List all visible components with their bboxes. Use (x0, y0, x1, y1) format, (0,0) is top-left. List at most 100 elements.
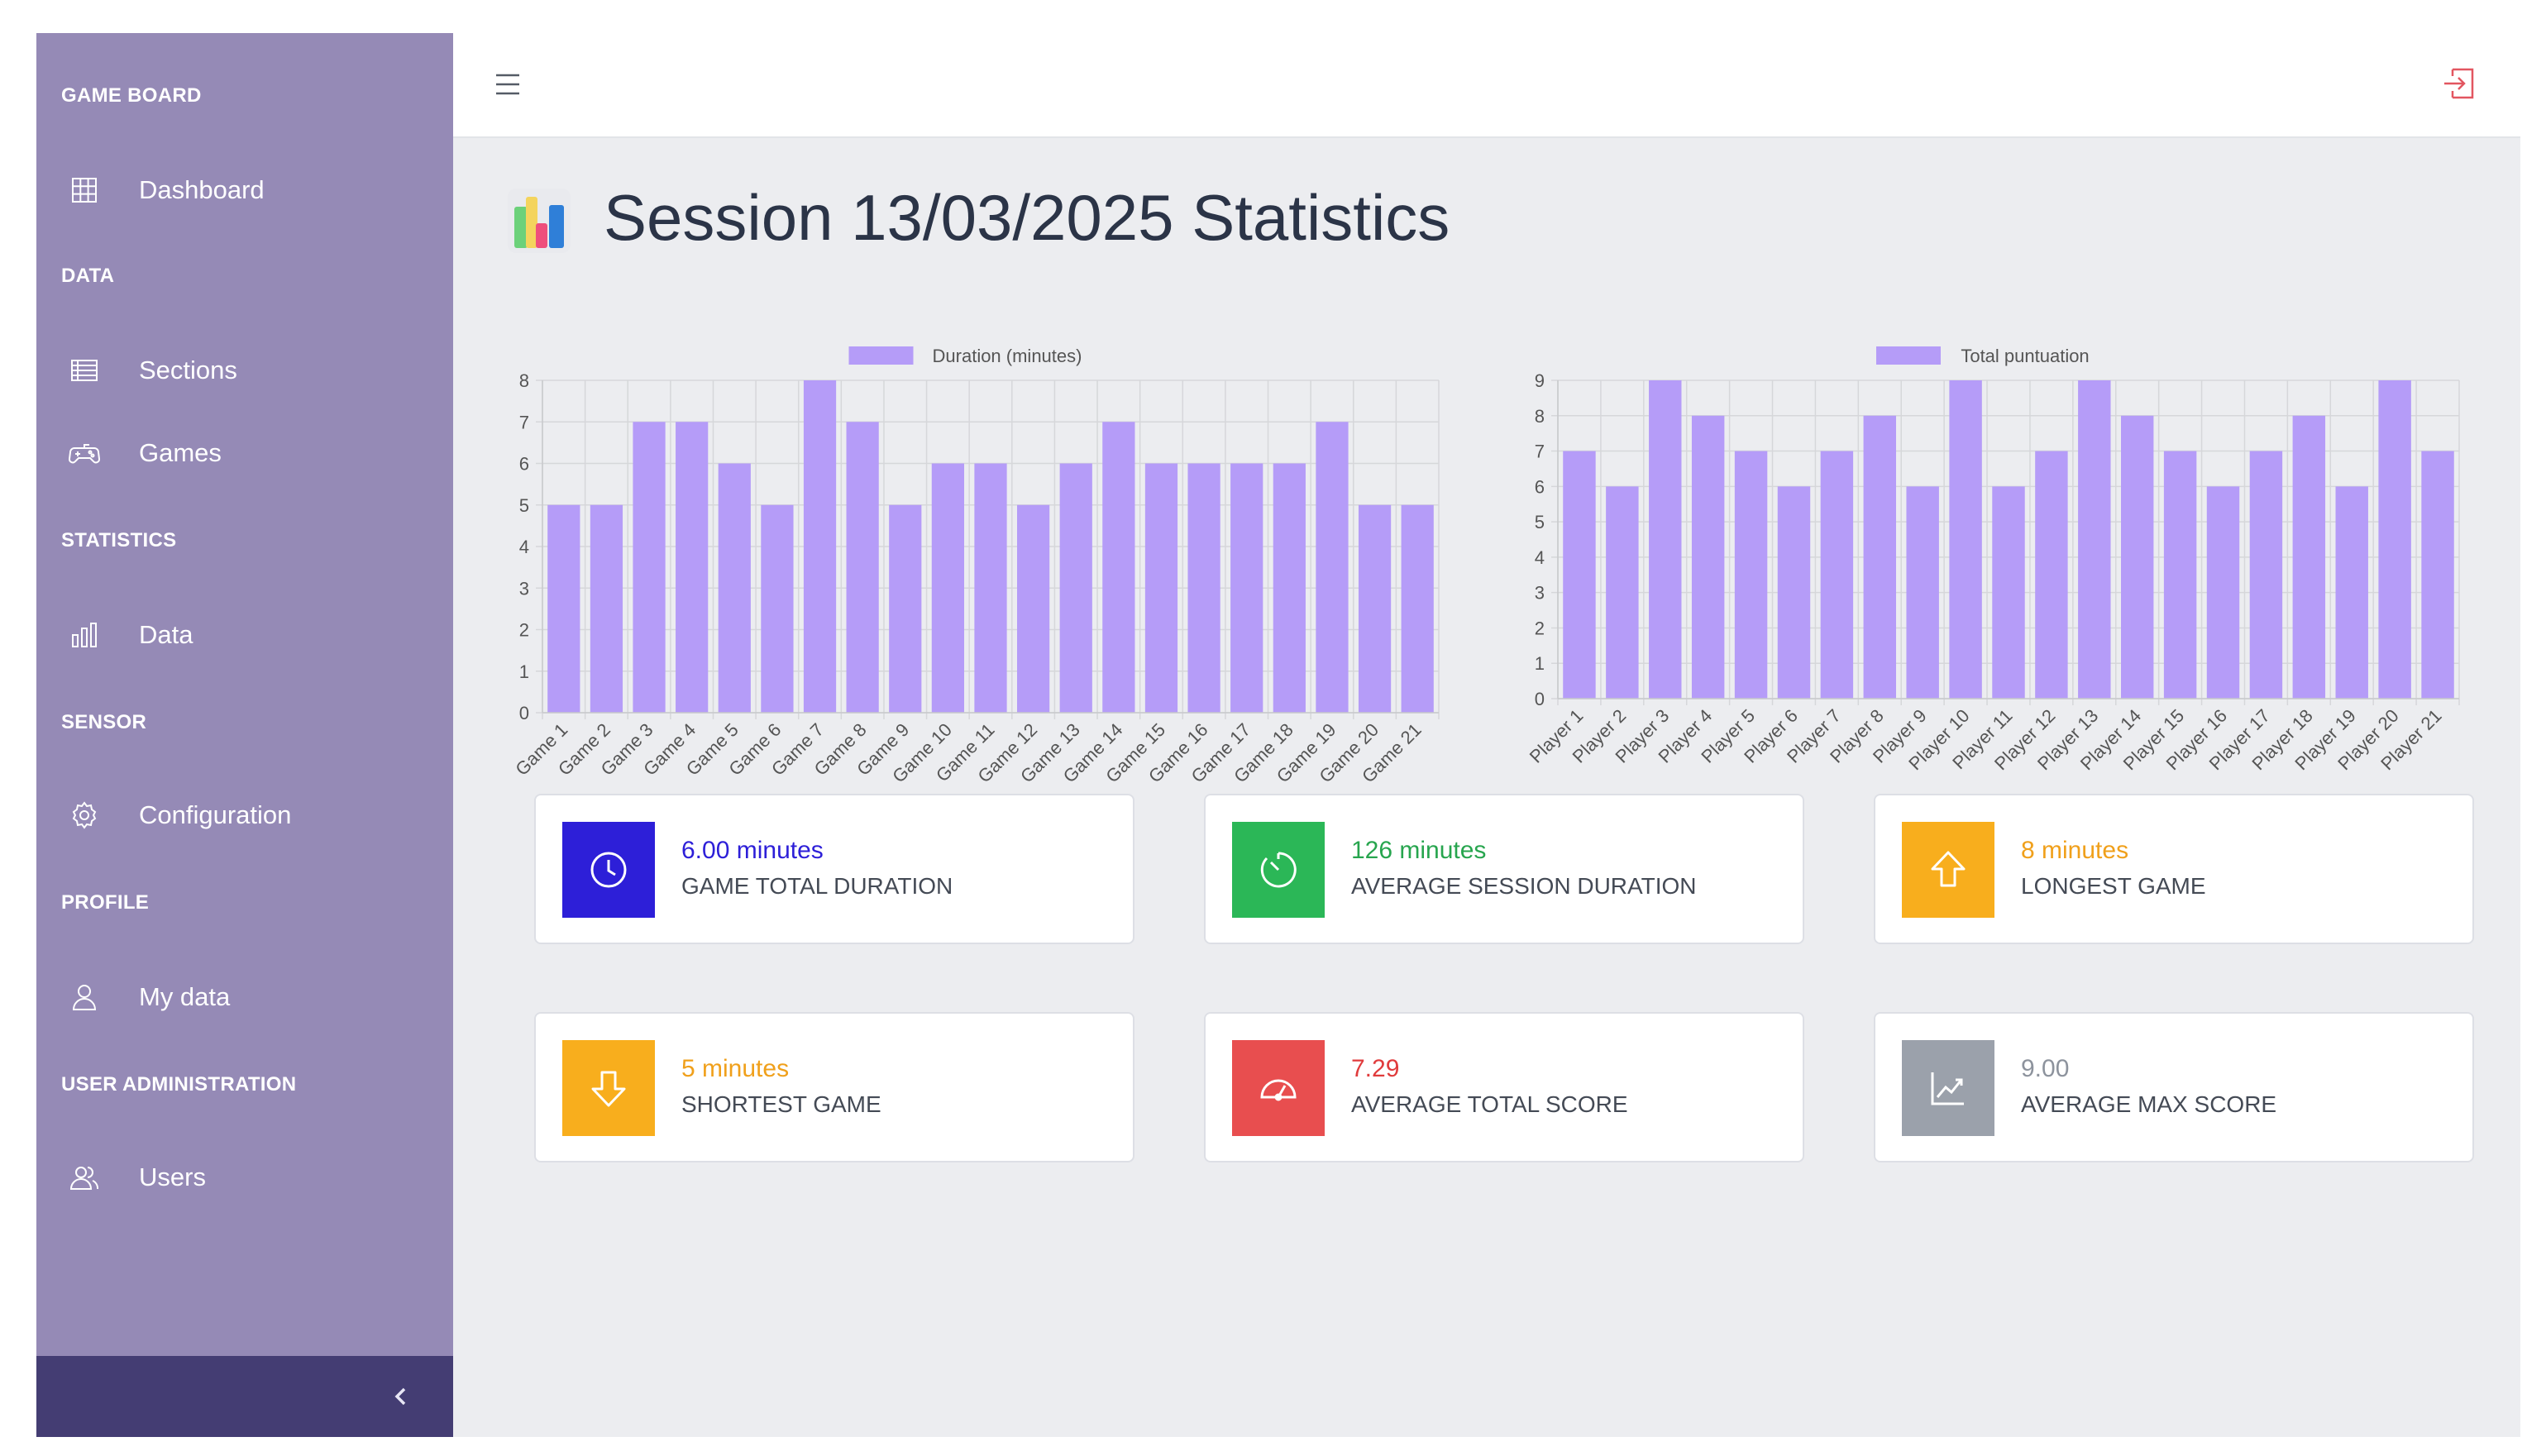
y-tick-label: 2 (1535, 618, 1545, 638)
sidebar-item-users[interactable]: Users (36, 1146, 453, 1209)
sidebar-item-dashboard[interactable]: Dashboard (36, 159, 453, 222)
bar (1102, 422, 1135, 713)
sidebar-section-title-user-administration: USER ADMINISTRATION (61, 1073, 297, 1096)
bar (2378, 380, 2411, 699)
bar (1316, 422, 1349, 713)
chart-legend-label: Total puntuation (1961, 346, 2089, 366)
bar-chart-color-icon (506, 187, 572, 255)
sidebar-item-label: My data (139, 982, 231, 1011)
bar (1691, 415, 1725, 699)
bar-chart-icon (68, 618, 101, 652)
y-tick-label: 8 (519, 370, 529, 391)
sidebar-section-title-profile: PROFILE (61, 891, 150, 914)
bar (1777, 486, 1811, 699)
sidebar-item-label: Games (139, 438, 222, 467)
bar (2292, 415, 2326, 699)
bar (2249, 451, 2283, 699)
stat-label: SHORTEST GAME (681, 1091, 881, 1117)
puntuation-bar-chart: Total puntuation 0 1 2 3 4 5 6 7 8 9 Player 1 Player… (1517, 302, 2509, 798)
stat-card-average-max-score: 9.00 AVERAGE MAX SCORE (1874, 1012, 2474, 1162)
sidebar-item-label: Users (139, 1162, 206, 1191)
sidebar-section-title-statistics: STATISTICS (61, 529, 177, 551)
page-title: Session 13/03/2025 Statistics (604, 181, 1450, 254)
stat-value: 7.29 (1351, 1055, 1400, 1082)
y-tick-label: 9 (1535, 370, 1545, 391)
bar (718, 463, 751, 713)
arrow-up-icon (1902, 822, 1994, 918)
topbar (453, 33, 2520, 138)
sidebar-item-label: Dashboard (139, 175, 265, 204)
stat-card-longest-game: 8 minutes LONGEST GAME (1874, 794, 2474, 944)
bar (974, 463, 1007, 713)
bar (803, 380, 837, 713)
bar (2035, 451, 2068, 699)
app-shell: GAME BOARD Dashboard DATA Sections Games… (36, 33, 2520, 1437)
y-tick-label: 6 (519, 454, 529, 475)
bar (2120, 415, 2154, 699)
y-tick-label: 4 (519, 537, 529, 557)
trend-chart-icon (1902, 1040, 1994, 1136)
stat-card-game-total-duration: 6.00 minutes GAME TOTAL DURATION (534, 794, 1134, 944)
sidebar: GAME BOARD Dashboard DATA Sections Games… (36, 33, 453, 1437)
chart-legend-label: Duration (minutes) (933, 346, 1082, 366)
y-tick-label: 1 (519, 661, 529, 682)
stat-label: GAME TOTAL DURATION (681, 873, 953, 899)
bar (1820, 451, 1854, 699)
bar (889, 504, 922, 713)
chart-legend-swatch (1876, 346, 1941, 365)
bar (1949, 380, 1982, 699)
stat-label: LONGEST GAME (2021, 873, 2206, 899)
bar (2421, 451, 2454, 699)
bar (2163, 451, 2197, 699)
stat-value: 9.00 (2021, 1055, 2070, 1082)
stat-value: 8 minutes (2021, 837, 2129, 864)
y-tick-label: 7 (519, 412, 529, 432)
sidebar-section-title-game-board: GAME BOARD (61, 84, 202, 107)
bar (761, 504, 794, 713)
bar (2206, 486, 2240, 699)
stat-card-average-total-score: 7.29 AVERAGE TOTAL SCORE (1204, 1012, 1804, 1162)
bar (590, 504, 623, 713)
stat-label: AVERAGE MAX SCORE (2021, 1091, 2277, 1117)
bar (1358, 504, 1392, 713)
bar (2078, 380, 2111, 699)
chevron-left-icon[interactable] (382, 1377, 420, 1415)
bar (633, 422, 666, 713)
y-tick-label: 7 (1535, 442, 1545, 462)
chart-legend-swatch (848, 346, 914, 365)
bar (1606, 486, 1639, 699)
arrow-down-icon (562, 1040, 655, 1136)
bar (1230, 463, 1263, 713)
sidebar-section-title-sensor: SENSOR (61, 711, 147, 733)
gamepad-icon (68, 437, 101, 470)
sidebar-item-games[interactable]: Games (36, 422, 453, 485)
y-tick-label: 2 (519, 620, 529, 641)
y-tick-label: 4 (1535, 547, 1545, 568)
y-tick-label: 5 (1535, 512, 1545, 532)
stat-label: AVERAGE TOTAL SCORE (1351, 1091, 1628, 1117)
y-tick-label: 3 (1535, 583, 1545, 604)
grid-icon (68, 174, 101, 207)
sidebar-item-sections[interactable]: Sections (36, 339, 453, 402)
table-icon (68, 354, 101, 387)
hamburger-icon[interactable] (491, 68, 524, 101)
logout-icon[interactable] (2439, 64, 2477, 103)
sidebar-item-data[interactable]: Data (36, 604, 453, 666)
stat-card-average-session-duration: 126 minutes AVERAGE SESSION DURATION (1204, 794, 1804, 944)
y-tick-label: 1 (1535, 653, 1545, 674)
y-tick-label: 8 (1535, 406, 1545, 427)
y-tick-label: 0 (519, 703, 529, 723)
gear-icon (68, 799, 101, 832)
sidebar-item-my-data[interactable]: My data (36, 966, 453, 1029)
user-icon (68, 981, 101, 1014)
sidebar-item-label: Data (139, 620, 193, 649)
speedometer-icon (1232, 1040, 1325, 1136)
sidebar-item-label: Configuration (139, 800, 292, 829)
bar (547, 504, 580, 713)
stat-card-shortest-game: 5 minutes SHORTEST GAME (534, 1012, 1134, 1162)
stat-label: AVERAGE SESSION DURATION (1351, 873, 1697, 899)
stat-value: 6.00 minutes (681, 837, 824, 864)
sidebar-item-configuration[interactable]: Configuration (36, 784, 453, 847)
